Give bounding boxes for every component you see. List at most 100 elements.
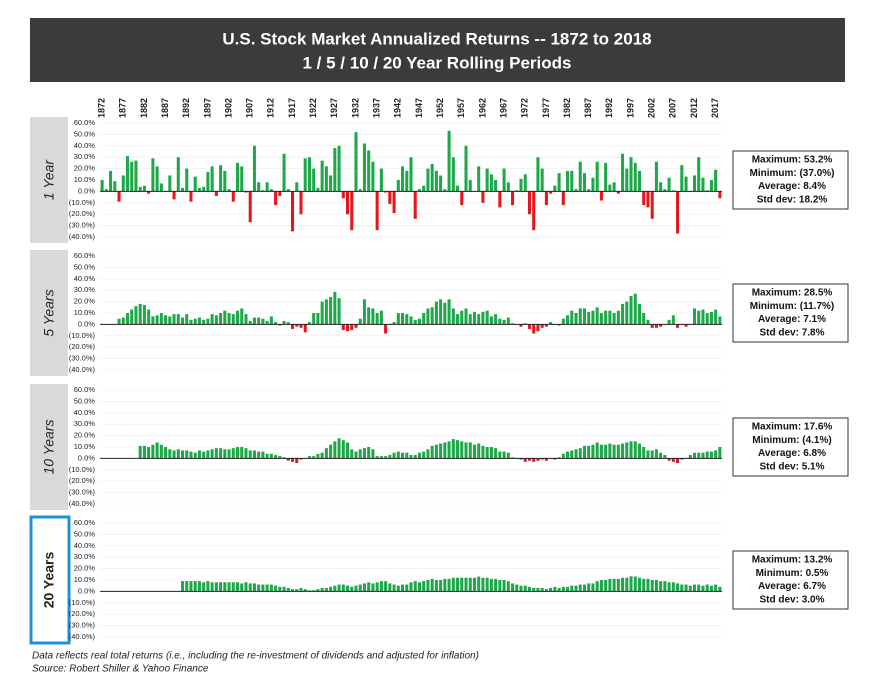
y-tick-label: 10.0% xyxy=(74,308,96,317)
bar xyxy=(464,442,468,459)
bar xyxy=(667,319,671,325)
bar xyxy=(324,166,328,192)
bar xyxy=(595,161,599,192)
bar xyxy=(375,313,379,325)
bar xyxy=(413,319,417,325)
bar xyxy=(354,585,358,592)
bar xyxy=(519,324,523,327)
bar xyxy=(692,452,697,459)
bar xyxy=(604,162,608,192)
bar xyxy=(159,183,163,192)
bar xyxy=(269,189,273,192)
bar xyxy=(392,584,396,592)
bar xyxy=(223,310,227,325)
bar xyxy=(468,577,472,592)
bar xyxy=(629,157,633,192)
bar xyxy=(637,170,642,192)
panel-label: 5 Years xyxy=(41,289,57,336)
bar xyxy=(718,316,722,325)
bar xyxy=(375,456,379,459)
bar xyxy=(324,587,328,592)
bar xyxy=(392,191,396,214)
bar xyxy=(417,318,421,325)
y-tick-label: (30.0%) xyxy=(69,221,96,230)
bar xyxy=(231,314,235,325)
bar xyxy=(274,454,278,459)
bar xyxy=(642,578,646,592)
bar xyxy=(303,589,307,592)
bar xyxy=(278,191,282,196)
y-tick-label: 60.0% xyxy=(74,385,96,394)
bar xyxy=(168,449,172,459)
bar xyxy=(354,132,358,192)
bar xyxy=(223,449,227,459)
bar xyxy=(578,448,582,459)
bar xyxy=(417,582,421,592)
y-tick-label: 10.0% xyxy=(74,442,96,451)
stats-line: Maximum: 28.5% xyxy=(752,288,833,299)
bar xyxy=(498,191,502,208)
bar xyxy=(422,313,426,325)
bar xyxy=(705,451,709,459)
bar xyxy=(117,191,121,202)
bar xyxy=(176,449,180,459)
bar xyxy=(180,317,185,325)
bar xyxy=(654,324,658,328)
bar xyxy=(235,447,240,459)
year-label: 1887 xyxy=(160,98,170,118)
y-tick-label: (10.0%) xyxy=(69,331,96,340)
y-tick-label: (20.0%) xyxy=(69,209,96,218)
bar xyxy=(451,439,455,459)
bar xyxy=(540,168,544,192)
bar xyxy=(206,450,210,459)
bar xyxy=(291,324,295,329)
bar xyxy=(557,587,561,592)
bar xyxy=(671,458,675,462)
year-label: 1997 xyxy=(625,98,635,118)
year-label: 1992 xyxy=(604,98,614,118)
y-tick-label: 10.0% xyxy=(74,175,96,184)
bar xyxy=(451,308,455,325)
bar xyxy=(481,577,485,592)
stats-line: Average: 6.7% xyxy=(758,581,826,592)
bar xyxy=(472,444,476,459)
bar xyxy=(511,191,515,206)
bar xyxy=(176,157,180,192)
stats-line: Minimum: (4.1%) xyxy=(752,435,831,446)
bar xyxy=(443,578,447,592)
bar xyxy=(430,578,434,592)
year-label: 1937 xyxy=(372,98,382,118)
bar xyxy=(231,582,235,592)
bar xyxy=(663,454,667,459)
bar xyxy=(413,581,417,592)
y-tick-label: (10.0%) xyxy=(69,598,96,607)
bar xyxy=(680,165,684,192)
bar xyxy=(202,319,206,325)
bar xyxy=(692,584,697,592)
bar xyxy=(223,170,227,192)
year-label: 1952 xyxy=(435,98,445,118)
year-label: 1977 xyxy=(541,98,551,118)
year-label: 1902 xyxy=(223,98,233,118)
bar xyxy=(235,310,240,325)
bar xyxy=(549,322,553,325)
stats-line: Average: 7.1% xyxy=(758,314,826,325)
bar xyxy=(312,168,316,192)
chart-title: U.S. Stock Market Annualized Returns -- … xyxy=(222,29,651,48)
bar xyxy=(595,442,599,459)
bar xyxy=(642,313,646,325)
bar xyxy=(676,324,680,328)
bar xyxy=(582,584,587,592)
bar xyxy=(659,182,663,192)
bar xyxy=(180,187,185,192)
bar xyxy=(629,576,633,592)
title-banner xyxy=(30,18,845,82)
bar xyxy=(299,587,303,592)
bar xyxy=(468,180,472,192)
bar xyxy=(189,581,193,592)
bar xyxy=(616,310,620,325)
bar xyxy=(667,177,671,192)
bar xyxy=(227,189,231,192)
bar xyxy=(206,172,210,192)
y-tick-label: 30.0% xyxy=(74,419,96,428)
